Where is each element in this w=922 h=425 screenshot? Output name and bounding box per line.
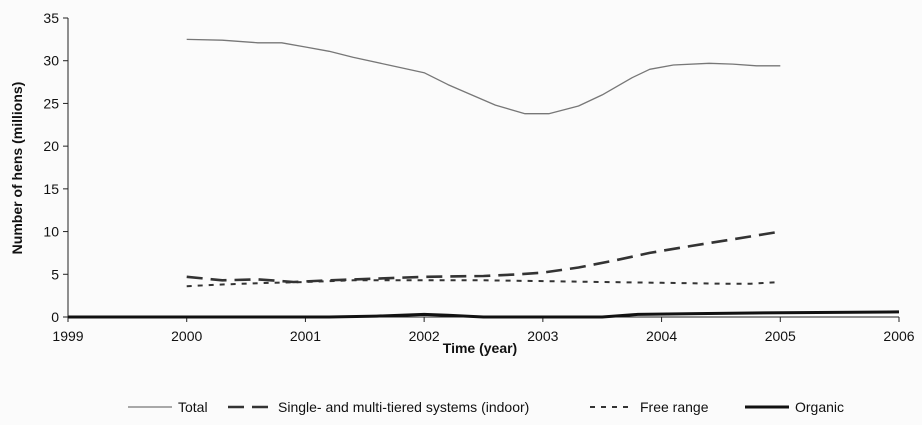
y-axis-title: Number of hens (millions) bbox=[9, 82, 25, 255]
x-tick-label: 2005 bbox=[765, 328, 796, 344]
x-tick-label: 2001 bbox=[290, 328, 321, 344]
x-tick-label: 2004 bbox=[646, 328, 677, 344]
y-tick-label: 30 bbox=[43, 53, 59, 69]
y-tick-label: 20 bbox=[43, 138, 59, 154]
legend-label-1: Single- and multi-tiered systems (indoor… bbox=[278, 399, 529, 415]
y-tick-label: 15 bbox=[43, 181, 59, 197]
legend-label-0: Total bbox=[178, 399, 208, 415]
series-line-1 bbox=[186, 230, 781, 284]
legend: Total Single- and multi-tiered systems (i… bbox=[128, 399, 844, 415]
y-tick-label: 0 bbox=[51, 309, 59, 325]
x-tick-label: 2000 bbox=[171, 328, 202, 344]
series-line-2 bbox=[186, 279, 781, 288]
y-tick-label: 5 bbox=[51, 266, 59, 282]
legend-label-3: Organic bbox=[795, 399, 844, 415]
legend-label-2: Free range bbox=[640, 399, 709, 415]
x-tick-label: 2003 bbox=[527, 328, 558, 344]
x-ticks: 1999 2000 2001 2002 2003 2004 2005 2006 bbox=[52, 317, 915, 344]
series-line-0 bbox=[186, 38, 781, 115]
x-tick-label: 2002 bbox=[409, 328, 440, 344]
x-tick-label: 1999 bbox=[52, 328, 83, 344]
x-axis-title: Time (year) bbox=[443, 340, 517, 356]
y-tick-label: 10 bbox=[43, 224, 59, 240]
axes: 0 5 10 15 20 25 30 35 1999 2000 2001 2002 2003 2004 2… bbox=[43, 10, 914, 344]
y-tick-label: 25 bbox=[43, 95, 59, 111]
series-line-3 bbox=[68, 310, 900, 319]
series-layer bbox=[68, 38, 900, 319]
x-tick-label: 2006 bbox=[883, 328, 914, 344]
y-tick-label: 35 bbox=[43, 10, 59, 26]
y-ticks: 0 5 10 15 20 25 30 35 bbox=[43, 10, 68, 325]
